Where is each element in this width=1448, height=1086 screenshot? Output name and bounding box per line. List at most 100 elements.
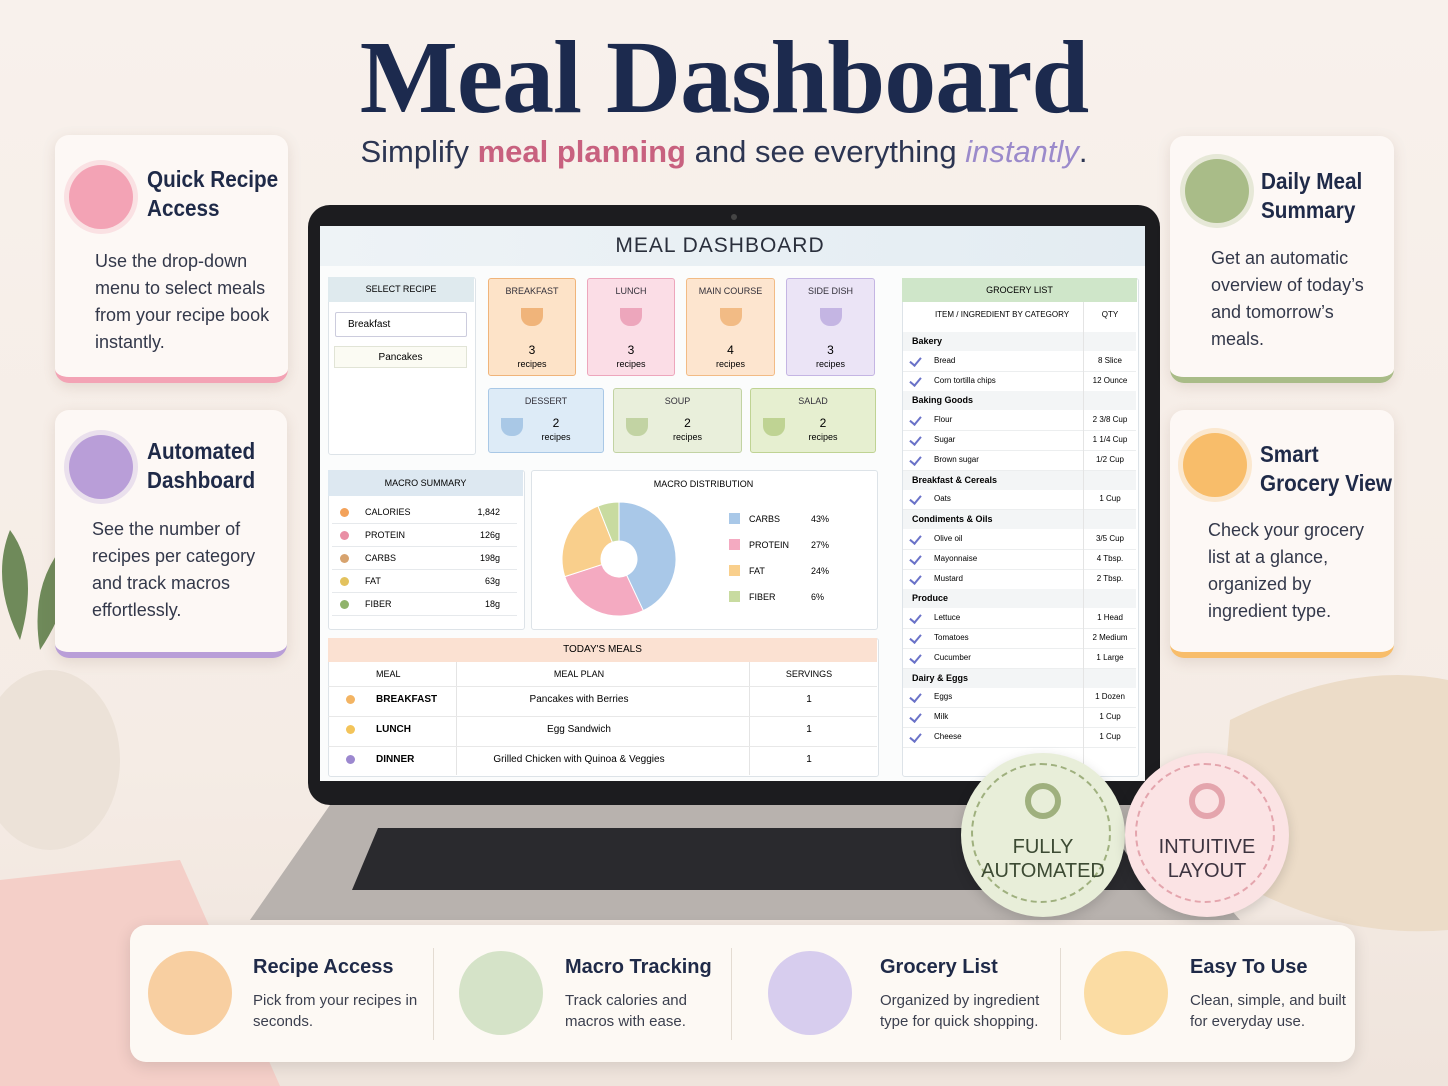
- category-name: LUNCH: [615, 286, 647, 296]
- grocery-item: Eggs: [934, 692, 953, 702]
- row-line: [903, 549, 1136, 550]
- macro-value: 1,842: [477, 507, 500, 517]
- feature-icon: [1084, 951, 1168, 1035]
- separator: [433, 948, 434, 1040]
- category-unit: recipes: [815, 359, 845, 369]
- feature-text: Clean, simple, and built for everyday us…: [1190, 992, 1346, 1030]
- legend-value: 6%: [811, 592, 824, 602]
- macro-name: CARBS: [365, 553, 397, 563]
- pie-chart: CARBS 43% PROTEIN 27% FAT 24% FIBER 6%: [561, 501, 829, 617]
- category-card: [686, 278, 775, 376]
- grocery-item: Tomatoes: [934, 633, 969, 642]
- row-line: [903, 509, 1136, 511]
- grocery-qty: 1 Cup: [1099, 732, 1121, 741]
- category-count: 2: [819, 416, 827, 430]
- subtitle-highlight: instantly: [965, 134, 1079, 169]
- row-line: [328, 686, 877, 687]
- category-unit: recipes: [808, 432, 838, 442]
- feature-text: Organized by ingredient type for quick s…: [880, 992, 1040, 1030]
- meal-name: LUNCH: [376, 724, 411, 735]
- badge-text: INTUITIVE LAYOUT: [1158, 836, 1256, 882]
- legend-value: 27%: [811, 540, 829, 550]
- grocery-header: GROCERY LIST: [902, 278, 1137, 302]
- keyboard: [352, 828, 1150, 890]
- macro-name: FAT: [365, 576, 381, 586]
- grocery-qty: 4 Tbsp.: [1096, 553, 1124, 563]
- row-line: [903, 667, 1136, 669]
- category-count: 3: [627, 343, 635, 357]
- separator: [1060, 948, 1061, 1040]
- category-name: SOUP: [664, 396, 691, 406]
- grocery-qty: 3/5 Cup: [1095, 534, 1125, 543]
- row-line: [903, 588, 1136, 590]
- grocery-qty: 2 Medium: [1092, 633, 1128, 642]
- group-row: [903, 391, 1136, 411]
- camera: [731, 214, 737, 220]
- category-name: DESSERT: [524, 396, 568, 406]
- badge-text: FULLY AUTOMATED: [981, 836, 1105, 882]
- badge-ring: [1135, 763, 1275, 903]
- group-name: Dairy & Eggs: [912, 672, 969, 683]
- category-name: SALAD: [798, 396, 828, 406]
- row-line: [903, 727, 1136, 729]
- category-icon: [521, 308, 543, 326]
- grocery-qty: 1 Cup: [1099, 712, 1121, 722]
- grocery-item: Oats: [934, 494, 951, 504]
- separator: [731, 948, 732, 1040]
- badge-icon: [1189, 783, 1225, 819]
- row-line: [332, 546, 517, 547]
- meal-plan: Pancakes with Berries: [529, 694, 629, 705]
- category-card: [786, 278, 875, 376]
- legend-swatch: [729, 565, 740, 576]
- feature-title: Easy To Use: [1190, 956, 1308, 978]
- row-line: [903, 450, 1136, 451]
- category-name: SIDE DISH: [807, 286, 853, 296]
- row-line: [332, 592, 517, 593]
- group-row: [903, 510, 1136, 530]
- legend-label: FIBER: [749, 592, 776, 602]
- column-header: SERVINGS: [785, 669, 833, 679]
- column-line: [749, 662, 750, 775]
- legend-label: FAT: [749, 566, 765, 576]
- grocery-item: Brown sugar: [934, 454, 979, 464]
- category-icon: [719, 308, 742, 326]
- macro-panel: [328, 470, 525, 630]
- grocery-item: Mayonnaise: [934, 553, 978, 563]
- servings: 1: [806, 754, 812, 765]
- category-unit: recipes: [672, 432, 702, 442]
- dropdown: Breakfast: [335, 312, 467, 337]
- pie-slice: [561, 505, 614, 578]
- grocery-item: Lettuce: [934, 613, 961, 623]
- feature-title: Recipe Access: [253, 956, 394, 978]
- group-row: [903, 470, 1136, 490]
- card-icon: [69, 165, 133, 229]
- category-card: [587, 278, 675, 376]
- row-line: [903, 568, 1136, 570]
- grocery-qty: 1 Large: [1096, 652, 1124, 662]
- card-icon: [1183, 433, 1247, 497]
- grocery-qty: 1/2 Cup: [1095, 454, 1125, 464]
- group-name: Produce: [912, 593, 949, 604]
- macro-icon: [340, 600, 349, 609]
- grocery-qty: 8 Slice: [1097, 355, 1122, 365]
- group-row: [903, 589, 1136, 609]
- servings: 1: [806, 694, 812, 705]
- meal-plan: Egg Sandwich: [547, 724, 611, 735]
- row-line: [903, 628, 1136, 630]
- badge-icon: [1025, 783, 1061, 819]
- card-text: Check your grocery list at a glance, org…: [1208, 520, 1365, 621]
- row-line: [332, 523, 517, 524]
- card-icon: [1185, 159, 1249, 223]
- legend-swatch: [729, 539, 740, 550]
- category-icon: [620, 308, 642, 326]
- subtitle-text: .: [1078, 134, 1088, 169]
- meal-name: DINNER: [376, 754, 415, 765]
- feature-title: Macro Tracking: [565, 956, 712, 978]
- grocery-qty: 1 1/4 Cup: [1092, 435, 1128, 444]
- row-line: [903, 430, 1136, 432]
- group-row: [903, 332, 1136, 351]
- macro-name: PROTEIN: [365, 530, 406, 540]
- grocery-qty: 1 Head: [1097, 613, 1123, 623]
- grocery-item: Cheese: [934, 732, 962, 741]
- select-header: SELECT RECIPE: [328, 277, 474, 302]
